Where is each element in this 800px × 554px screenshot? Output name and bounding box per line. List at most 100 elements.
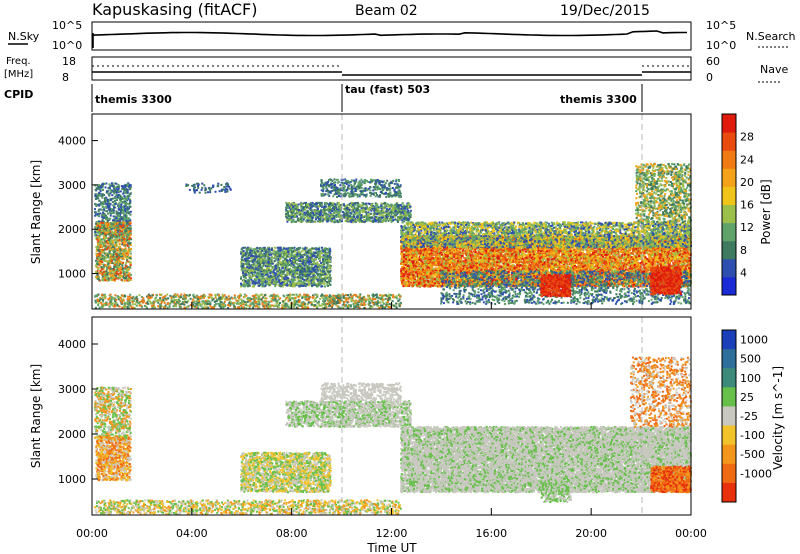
power-echo-cell — [329, 284, 331, 286]
nsearch-label: N.Search — [746, 30, 796, 43]
power-echo-cell — [243, 252, 245, 254]
power-echo-cell — [125, 249, 127, 251]
power-echo-cell — [339, 211, 341, 213]
power-echo-cell — [250, 257, 252, 259]
power-echo-cell — [110, 275, 112, 277]
power-echo-cell — [316, 215, 318, 217]
power-echo-cell — [354, 190, 356, 192]
power-echo-cell — [126, 203, 128, 205]
power-echo-cell — [115, 210, 117, 212]
power-echo-cell — [248, 263, 250, 265]
power-echo-cell — [407, 218, 409, 220]
power-echo-cell — [271, 249, 273, 251]
power-echo-cell — [312, 255, 314, 257]
power-echo-cell — [114, 197, 116, 199]
power-echo-cell — [325, 212, 327, 214]
power-echo-cell — [314, 258, 316, 260]
power-echo-cell — [298, 280, 300, 282]
freq-tick-low: 8 — [62, 71, 69, 84]
power-echo-cell — [109, 248, 111, 250]
power-echo-cell — [366, 180, 368, 182]
power-echo-cell — [125, 265, 127, 267]
power-echo-cell — [274, 274, 276, 276]
power-echo-cell — [255, 268, 257, 270]
power-echo-cell — [287, 277, 289, 279]
power-echo-cell — [129, 250, 131, 252]
power-echo-cell — [363, 203, 365, 205]
freq-panel: Freq. [MHz] 18 8 60 0 Nave — [4, 55, 788, 84]
power-echo-cell — [100, 245, 102, 247]
power-echo-cell — [392, 187, 394, 189]
power-echo-cell — [101, 238, 103, 240]
power-echo-cell — [366, 188, 368, 190]
power-echo-cell — [260, 282, 262, 284]
power-echo-cell — [320, 213, 322, 215]
power-echo-cell — [358, 211, 360, 213]
power-echo-cell — [281, 277, 283, 279]
power-echo-cell — [123, 238, 125, 240]
power-echo-cell — [259, 264, 261, 266]
freq-frame — [92, 57, 691, 80]
power-echo-cell — [296, 259, 298, 261]
power-echo-cell — [338, 208, 340, 210]
power-echo-cell — [256, 265, 258, 267]
power-echo-cell — [122, 222, 124, 224]
power-echo-cell — [98, 200, 100, 202]
power-echo-cell — [274, 272, 276, 274]
power-echo-cell — [321, 247, 323, 249]
power-echo-cell — [335, 216, 337, 218]
power-echo-cell — [291, 247, 293, 249]
power-echo-cell — [304, 268, 306, 270]
power-echo-cell — [405, 215, 407, 217]
power-echo-cell — [284, 275, 286, 277]
power-echo-cell — [324, 283, 326, 285]
power-echo-cell — [245, 281, 247, 283]
power-echo-cell — [284, 258, 286, 260]
power-echo-cell — [381, 221, 383, 223]
power-echo-cell — [127, 218, 129, 220]
power-echo-cell — [244, 275, 246, 277]
power-echo-cell — [102, 264, 104, 266]
cpid-segment-1: themis 3300 — [95, 93, 172, 106]
power-echo-cell — [390, 211, 392, 213]
power-echo-cell — [302, 215, 304, 217]
power-echo-cell — [272, 263, 274, 265]
power-echo-cell — [350, 204, 352, 206]
power-echo-cell — [122, 252, 124, 254]
power-echo-cell — [99, 257, 101, 259]
power-echo-cell — [126, 197, 128, 199]
power-echo-cell — [240, 253, 242, 255]
power-echo-cell — [130, 192, 132, 194]
power-echo-cell — [297, 218, 299, 220]
power-echo-cell — [285, 248, 287, 250]
power-echo-cell — [284, 260, 286, 262]
power-echo-cell — [98, 184, 100, 186]
power-echo-cell — [112, 201, 114, 203]
power-echo-cell — [101, 188, 103, 190]
power-echo-cell — [318, 248, 320, 250]
power-echo-cell — [361, 187, 363, 189]
power-echo-cell — [103, 236, 105, 238]
power-echo-cell — [295, 221, 297, 223]
power-echo-cell — [94, 234, 96, 236]
power-echo-cell — [330, 205, 332, 207]
power-echo-cell — [114, 271, 116, 273]
power-echo-cell — [281, 279, 283, 281]
power-echo-cell — [327, 263, 329, 265]
power-echo-cell — [363, 190, 365, 192]
power-echo-cell — [258, 285, 260, 287]
power-echo-cell — [294, 277, 296, 279]
power-echo-cell — [352, 221, 354, 223]
power-echo-cell — [268, 284, 270, 286]
power-echo-cell — [322, 216, 324, 218]
power-echo-cell — [101, 197, 103, 199]
power-echo-cell — [387, 203, 389, 205]
power-echo-cell — [105, 225, 107, 227]
power-echo-cell — [311, 220, 313, 222]
power-echo-cell — [403, 210, 405, 212]
power-echo-cell — [299, 214, 301, 216]
power-echo-cell — [301, 276, 303, 278]
power-echo-cell — [306, 280, 308, 282]
power-echo-cell — [297, 269, 299, 271]
power-echo-cell — [129, 237, 131, 239]
